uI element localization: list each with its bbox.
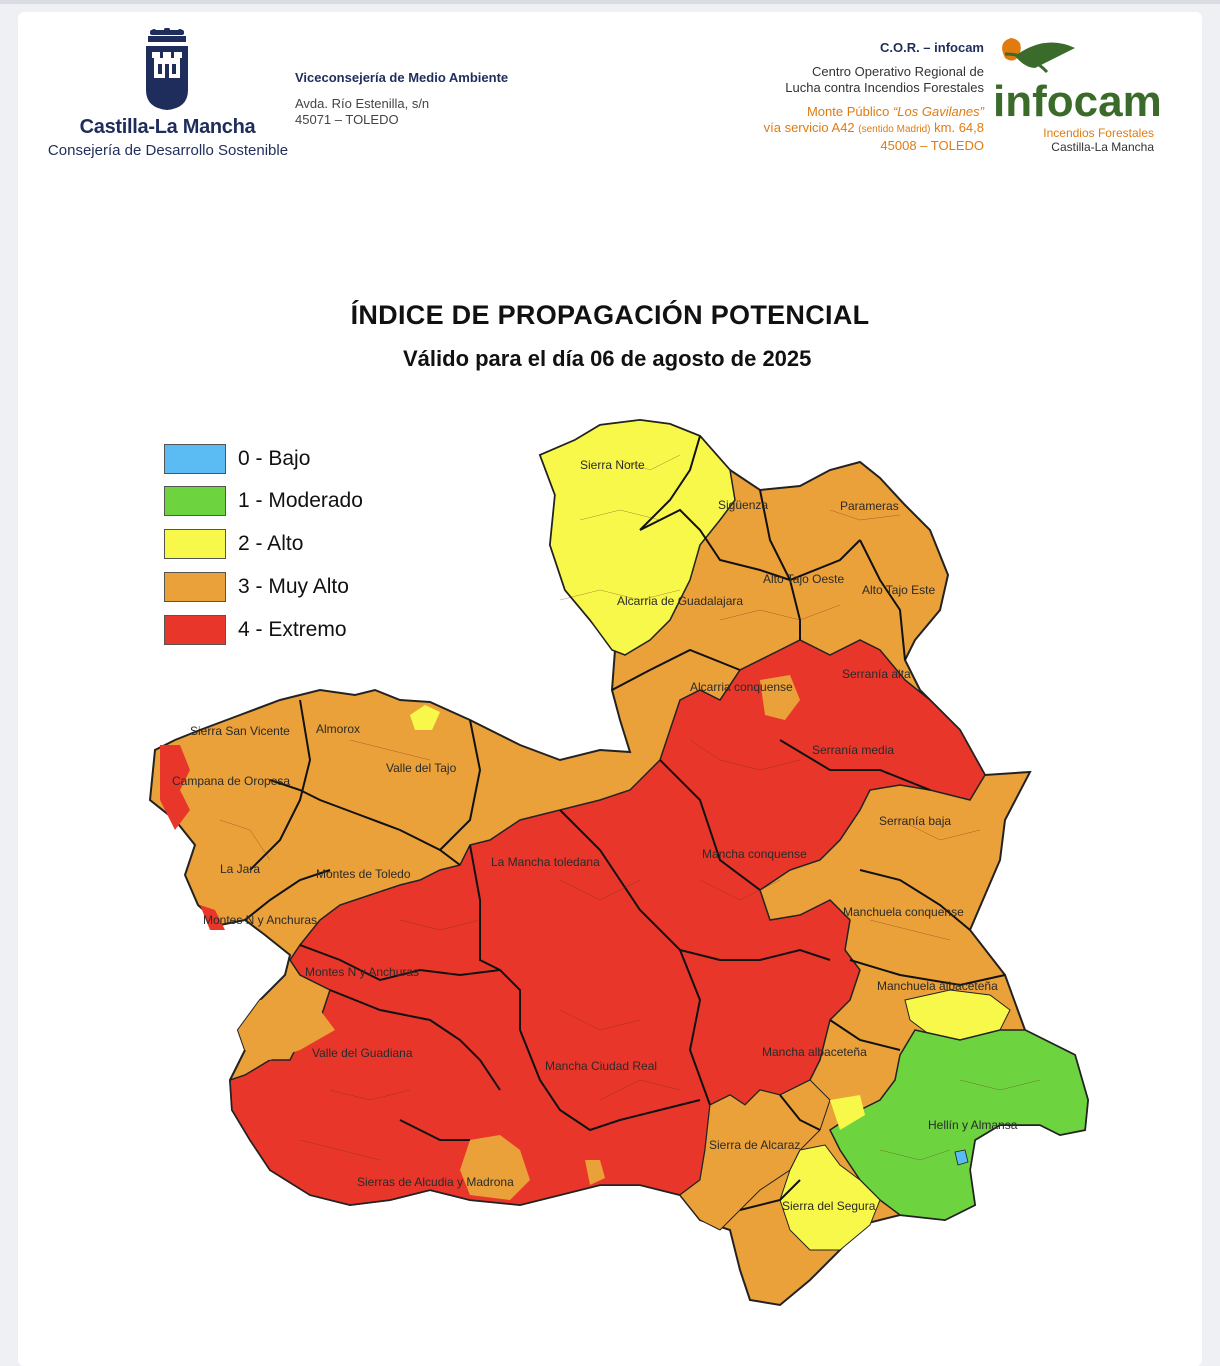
- legend-swatch: [164, 615, 226, 645]
- legend-swatch: [164, 572, 226, 602]
- map-label: Montes N y Anchuras: [203, 913, 317, 927]
- cor-title: C.O.R. – infocam: [879, 40, 984, 55]
- svg-text:infocam: infocam: [993, 77, 1162, 126]
- validity-date: Válido para el día 06 de agosto de 2025: [403, 346, 812, 371]
- map-label: Parameras: [840, 499, 899, 513]
- legend-item: 1 - Moderado: [164, 486, 404, 518]
- map-zone-alto-north: [539, 419, 736, 656]
- map-label: Montes N y Anchuras: [305, 965, 419, 979]
- legend-label: 4 - Extremo: [238, 618, 347, 641]
- cor-contact-block: C.O.R. – infocam Centro Operativo Region…: [764, 40, 984, 154]
- map-label: Serranía alta: [842, 667, 911, 681]
- viceconsejeria-title: Viceconsejería de Medio Ambiente: [295, 70, 509, 85]
- map-label: Sigüenza: [718, 498, 768, 512]
- map-zone-alto-segura: [779, 1144, 881, 1251]
- map-label: Hellín y Almansa: [928, 1118, 1018, 1132]
- map-label: Manchuela albaceteña: [877, 979, 998, 993]
- cor-line: Centro Operativo Regional de: [812, 64, 984, 79]
- map-label: La Mancha toledana: [491, 855, 600, 869]
- map-label: Manchuela conquense: [843, 905, 964, 919]
- map-zone-muy-alto-island: [585, 1160, 605, 1185]
- cor-address-line: Monte Público “Los Gavilanes”: [806, 104, 984, 119]
- map-label: Mancha Ciudad Real: [545, 1059, 657, 1073]
- viceconsejeria-postal-line: 45071 – TOLEDO: [295, 112, 399, 127]
- map-zone-muy-alto-island: [460, 1135, 530, 1200]
- comarca-labels: Sierra Norte Sigüenza Parameras Alto Taj…: [172, 458, 1018, 1213]
- map-label: Valle del Tajo: [386, 761, 457, 775]
- map-label: Mancha conquense: [702, 847, 807, 861]
- cor-line: Lucha contra Incendios Forestales: [785, 80, 984, 95]
- map-label: Montes de Toledo: [316, 867, 411, 881]
- castilla-la-mancha-crest-icon: [146, 28, 188, 110]
- legend-item: 3 - Muy Alto: [164, 572, 404, 604]
- cor-address-line: vía servicio A42 (sentido Madrid) km. 64…: [763, 120, 984, 135]
- map-label: Sierra San Vicente: [190, 724, 290, 738]
- department-name: Consejería de Desarrollo Sostenible: [47, 142, 289, 159]
- legend-item: 0 - Bajo: [164, 444, 404, 476]
- map-zone-alto-small: [410, 705, 440, 730]
- map-zone-bajo: [954, 1149, 969, 1166]
- map-label: Serranía media: [812, 743, 894, 757]
- infocam-region: Castilla-La Mancha: [1051, 140, 1154, 154]
- map-label: Valle del Guadiana: [312, 1046, 413, 1060]
- legend-label: 0 - Bajo: [238, 447, 311, 470]
- legend-swatch: [164, 486, 226, 516]
- page-title: ÍNDICE DE PROPAGACIÓN POTENCIAL: [350, 300, 870, 330]
- legend-label: 3 - Muy Alto: [238, 575, 349, 598]
- legend-item: 4 - Extremo: [164, 615, 404, 647]
- viceconsejeria-address-line: Avda. Río Estenilla, s/n: [295, 96, 430, 111]
- map-label: Almorox: [316, 722, 360, 736]
- cor-postal-line: 45008 – TOLEDO: [880, 138, 984, 153]
- legend-item: 2 - Alto: [164, 529, 404, 561]
- map-label: Sierra del Segura: [782, 1199, 876, 1213]
- infocam-subtitle: Incendios Forestales: [1043, 126, 1154, 140]
- map-label: Campana de Oropesa: [172, 774, 290, 788]
- map-zone-extremo-southwest-spot: [200, 905, 225, 930]
- map-label: Mancha albaceteña: [762, 1045, 867, 1059]
- map-label: Sierra de Alcaraz: [709, 1138, 800, 1152]
- municipal-boundaries: [219, 454, 1041, 1161]
- map-label: Alcarria conquense: [690, 680, 793, 694]
- map-label: Alto Tajo Este: [862, 583, 935, 597]
- infocam-logo-icon: infocam: [993, 38, 1162, 126]
- region-name: Castilla-La Mancha: [79, 116, 256, 138]
- map-label: La Jara: [220, 862, 260, 876]
- map-zone-extremo-west: [160, 745, 190, 830]
- map-label: Alcarria de Guadalajara: [617, 594, 743, 608]
- map-label: Sierra Norte: [580, 458, 645, 472]
- map-label: Alto Tajo Oeste: [763, 572, 844, 586]
- map-zone-muy-alto-south-west: [238, 995, 335, 1060]
- map-zone-alto-segura-north: [830, 1095, 865, 1130]
- top-border: [0, 0, 1220, 4]
- map-label: Sierras de Alcudia y Madrona: [357, 1175, 514, 1189]
- legend-swatch: [164, 444, 226, 474]
- legend-swatch: [164, 529, 226, 559]
- map-label: Serranía baja: [879, 814, 951, 828]
- map-zone-muy-alto-island: [760, 675, 800, 720]
- comarca-boundaries: [244, 435, 1006, 1211]
- legend-label: 1 - Moderado: [238, 489, 363, 512]
- legend-label: 2 - Alto: [238, 532, 304, 555]
